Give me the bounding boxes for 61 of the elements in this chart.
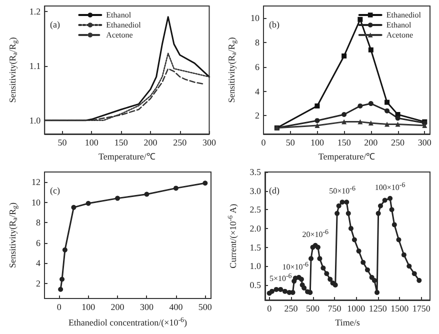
x-tick-label: 500 xyxy=(306,304,320,314)
x-tick-label: 0 xyxy=(261,138,266,148)
legend-label: Ethanol xyxy=(106,10,132,20)
legend-label: Acetone xyxy=(106,30,134,40)
x-tick-label: 1250 xyxy=(368,304,388,314)
y-tick-label: 1.2 xyxy=(29,6,41,16)
y-tick-label: 4 xyxy=(36,258,41,268)
annotation: (b) xyxy=(269,20,280,30)
x-tick-label: 50 xyxy=(286,138,296,148)
y-tick-label: 2 xyxy=(255,110,260,121)
x-tick-label: 500 xyxy=(198,302,212,312)
x-tick-label: 100 xyxy=(310,138,324,148)
x-tick-label: 150 xyxy=(337,138,352,148)
annotation: (c) xyxy=(50,186,60,196)
x-tick-label: 1500 xyxy=(390,304,410,314)
x-tick-label: 200 xyxy=(110,302,125,312)
y-tick-label: 10 xyxy=(32,197,41,208)
x-tick-label: 100 xyxy=(84,138,99,148)
y-tick-label: 4 xyxy=(255,86,260,96)
x-tick-label: 0 xyxy=(267,304,272,314)
y-tick-label: 2.5 xyxy=(250,204,262,215)
y-tick-label: 1.0 xyxy=(29,115,42,126)
y-tick-label: 10 xyxy=(250,13,260,24)
y-tick-label: 2 xyxy=(36,278,40,288)
x-tick-label: 300 xyxy=(140,302,154,312)
y-tick-label: 3.0 xyxy=(250,186,262,196)
y-tick-label: 12 xyxy=(32,177,40,188)
x-tick-label: 100 xyxy=(82,302,96,312)
y-tick-label: 1.0 xyxy=(250,261,262,272)
x-tick-label: 250 xyxy=(284,304,298,314)
y-tick-label: 8 xyxy=(255,38,260,48)
x-tick-label: 250 xyxy=(391,138,406,148)
y-tick-label: 0.5 xyxy=(250,280,262,290)
x-tick-label: 150 xyxy=(114,138,128,148)
x-tick-label: 0 xyxy=(56,302,62,312)
x-tick-label: 250 xyxy=(173,138,188,148)
x-tick-label: 300 xyxy=(202,138,216,148)
x-tick-label: 300 xyxy=(418,138,432,148)
x-tick-label: 50 xyxy=(58,138,68,148)
y-tick-label: 6 xyxy=(36,238,41,248)
x-axis-title: Temperature/℃ xyxy=(98,152,156,162)
annotation: (a) xyxy=(50,20,60,30)
y-tick-label: 1.5 xyxy=(250,242,262,252)
x-tick-label: 200 xyxy=(364,138,378,148)
y-tick-label: 6 xyxy=(255,62,260,72)
x-axis-title: Time/s xyxy=(335,318,360,328)
x-tick-label: 1750 xyxy=(412,304,431,314)
x-tick-label: 400 xyxy=(169,302,184,312)
legend-label: Acetone xyxy=(386,30,414,40)
x-tick-label: 750 xyxy=(328,304,342,314)
annotation: (d) xyxy=(269,186,280,196)
x-tick-label: 200 xyxy=(144,138,158,148)
y-tick-label: 8 xyxy=(36,218,41,228)
x-tick-label: 1000 xyxy=(347,304,366,314)
y-tick-label: 3.5 xyxy=(250,167,262,177)
legend-label: Ethanol xyxy=(386,20,412,30)
legend-label: Ethanediol xyxy=(386,10,422,20)
y-tick-label: 2.0 xyxy=(250,223,262,234)
x-axis-title: Temperature/℃ xyxy=(318,152,376,162)
y-tick-label: 1.1 xyxy=(29,60,41,71)
legend-label: Ethanediol xyxy=(106,20,142,30)
